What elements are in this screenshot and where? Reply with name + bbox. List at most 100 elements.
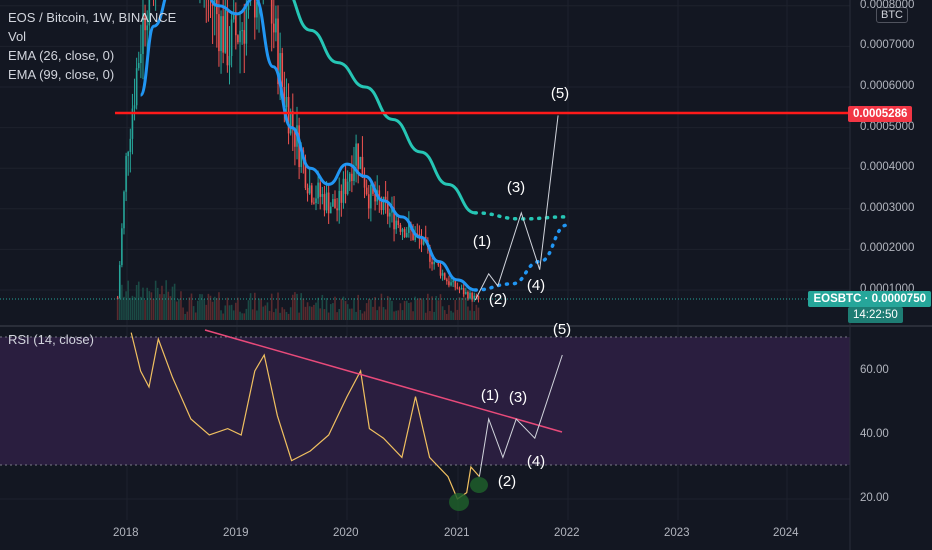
volume-bar xyxy=(190,293,193,320)
volume-bar xyxy=(315,302,317,320)
volume-legend[interactable]: Vol xyxy=(8,29,27,44)
candle-body xyxy=(389,212,391,217)
candle-body xyxy=(220,16,222,52)
resistance-price-tag: 0.0005286 xyxy=(848,106,913,122)
volume-bar xyxy=(192,306,195,320)
volume-bar xyxy=(194,312,197,320)
volume-bar xyxy=(353,298,355,320)
volume-bar xyxy=(266,302,269,320)
price-wave-label: (4) xyxy=(527,277,545,294)
volume-bar xyxy=(469,310,471,320)
candle-body xyxy=(467,292,469,299)
volume-bar xyxy=(332,303,334,320)
candle-body xyxy=(429,247,431,262)
volume-bar xyxy=(386,296,389,320)
candle-body xyxy=(146,25,148,31)
candle-body xyxy=(294,127,296,147)
candle-body xyxy=(454,280,457,288)
volume-bar xyxy=(270,293,273,320)
candle-body xyxy=(355,143,357,166)
volume-bar xyxy=(317,297,319,320)
volume-bar xyxy=(180,291,182,320)
candle-body xyxy=(232,11,235,20)
volume-bar xyxy=(254,292,256,320)
ema26-legend[interactable]: EMA (26, close, 0) xyxy=(8,48,115,63)
symbol-title[interactable]: EOS / Bitcoin, 1W, BINANCE xyxy=(8,10,177,25)
candle-body xyxy=(304,159,307,188)
volume-bar xyxy=(146,287,148,320)
volume-bar xyxy=(209,295,212,320)
candle-body xyxy=(129,138,132,152)
volume-bar xyxy=(291,294,294,320)
currency-unit-badge[interactable]: BTC xyxy=(876,7,908,23)
candle-body xyxy=(477,296,480,300)
rsi-wave-label: (5) xyxy=(553,321,571,338)
candle-body xyxy=(237,35,239,43)
candle-body xyxy=(317,182,319,199)
candle-body xyxy=(431,261,433,265)
volume-bar xyxy=(340,298,343,320)
ema99-legend[interactable]: EMA (99, close, 0) xyxy=(8,67,115,82)
volume-bar xyxy=(471,298,473,320)
candle-body xyxy=(140,53,142,63)
volume-bar xyxy=(446,313,448,320)
volume-bar xyxy=(289,307,292,320)
volume-bar xyxy=(173,283,176,320)
volume-bar xyxy=(203,299,205,320)
volume-bar xyxy=(245,308,248,320)
volume-bar xyxy=(142,287,144,320)
candle-body xyxy=(228,55,231,66)
volume-bar xyxy=(321,294,324,320)
volume-bar xyxy=(382,307,385,320)
candle-body xyxy=(471,292,473,300)
volume-bar xyxy=(298,312,300,320)
price-projection-path xyxy=(474,115,559,301)
candle-body xyxy=(462,288,465,294)
candle-body xyxy=(380,200,383,211)
rsi-legend[interactable]: RSI (14, close) xyxy=(8,332,94,347)
candle-body xyxy=(334,199,336,209)
rsi-tick: 20.00 xyxy=(860,492,889,504)
volume-bar xyxy=(228,305,231,320)
volume-bar xyxy=(283,309,286,320)
price-tick: 0.0002000 xyxy=(860,242,915,255)
ema26-line xyxy=(139,0,476,292)
volume-bar xyxy=(184,313,186,320)
volume-bar xyxy=(163,294,165,320)
chart-legend: EOS / Bitcoin, 1W, BINANCE Vol EMA (26, … xyxy=(8,8,176,84)
candle-body xyxy=(475,295,478,297)
candle-body xyxy=(336,208,338,211)
candle-body xyxy=(401,229,404,232)
candle-body xyxy=(365,187,368,195)
candle-body xyxy=(353,165,355,181)
candle-body xyxy=(291,111,294,128)
candle-body xyxy=(323,194,326,211)
candle-body xyxy=(222,16,224,53)
year-tick: 2020 xyxy=(333,527,359,539)
candle-body xyxy=(469,292,471,299)
volume-bar xyxy=(133,296,136,320)
volume-bar xyxy=(437,300,440,320)
candle-body xyxy=(308,185,311,194)
volume-bar xyxy=(308,306,311,320)
volume-bar xyxy=(201,294,203,320)
volume-bar xyxy=(391,300,393,320)
volume-bar xyxy=(458,297,461,320)
candle-body xyxy=(239,30,241,43)
candle-body xyxy=(121,228,123,266)
rsi-wave-label: (1) xyxy=(481,387,499,404)
year-tick: 2024 xyxy=(773,527,799,539)
volume-bar xyxy=(361,313,364,320)
candle-body xyxy=(279,53,281,85)
volume-bar xyxy=(384,309,387,320)
candle-body xyxy=(273,23,275,33)
candle-body xyxy=(285,96,288,108)
volume-bar xyxy=(230,304,233,320)
year-tick: 2019 xyxy=(223,527,249,539)
volume-bar xyxy=(456,309,459,320)
price-wave-label: (3) xyxy=(507,179,525,196)
volume-bar xyxy=(197,300,199,320)
candle-body xyxy=(148,0,151,26)
volume-bar xyxy=(239,311,241,320)
